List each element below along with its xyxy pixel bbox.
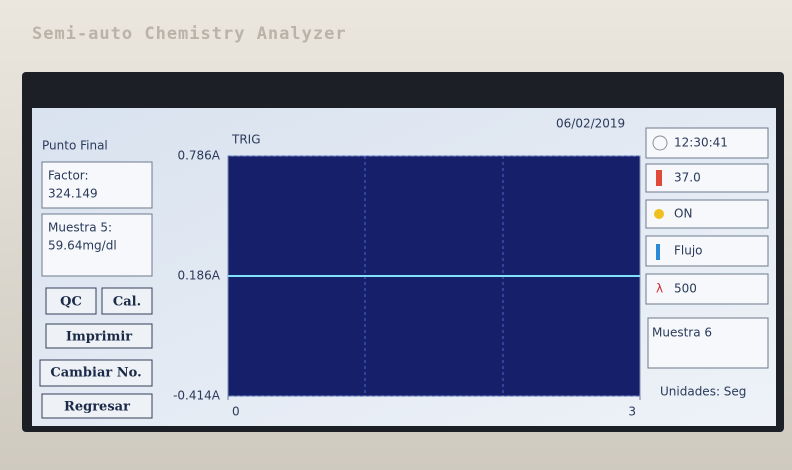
lamp-box (646, 200, 768, 228)
wavelength-box (646, 274, 768, 304)
cal-button-label[interactable]: Cal. (113, 295, 141, 310)
wavelength: 500 (674, 282, 697, 296)
flow-box (646, 236, 768, 266)
mode-label: Punto Final (42, 139, 108, 153)
change-number-button-label[interactable]: Cambiar No. (50, 366, 141, 381)
lambda-icon: λ (656, 282, 663, 296)
device-photo: Semi-auto Chemistry Analyzer Punto Final… (0, 0, 792, 470)
chart-title: TRIG (231, 133, 261, 147)
page: {"device_label": "Semi-auto Chemistry An… (0, 0, 792, 470)
x-tick-label: 3 (628, 405, 636, 419)
flow: Flujo (674, 244, 703, 258)
x-tick-label: 0 (232, 405, 240, 419)
factor-value: 324.149 (48, 187, 98, 201)
units: Unidades: Seg (660, 385, 746, 399)
temperature: 37.0 (674, 171, 701, 185)
y-tick-label: 0.786A (177, 149, 220, 163)
device-label: Semi-auto Chemistry Analyzer (32, 24, 347, 44)
flow-icon (656, 244, 660, 260)
factor-label: Factor: (48, 169, 89, 183)
qc-button-label[interactable]: QC (60, 295, 82, 310)
sample: Muestra 6 (652, 326, 712, 340)
y-tick-label: 0.186A (177, 269, 220, 283)
back-button-label[interactable]: Regresar (64, 400, 130, 415)
time: 12:30:41 (674, 136, 728, 150)
date: 06/02/2019 (556, 117, 625, 131)
y-tick-label: -0.414A (173, 389, 221, 403)
result-label: Muestra 5: (48, 221, 112, 235)
result-value: 59.64mg/dl (48, 239, 117, 253)
temperature-box (646, 164, 768, 192)
thermometer-icon (656, 170, 662, 186)
lamp: ON (674, 207, 692, 221)
print-button-label[interactable]: Imprimir (66, 330, 132, 345)
lamp-icon (654, 209, 664, 219)
